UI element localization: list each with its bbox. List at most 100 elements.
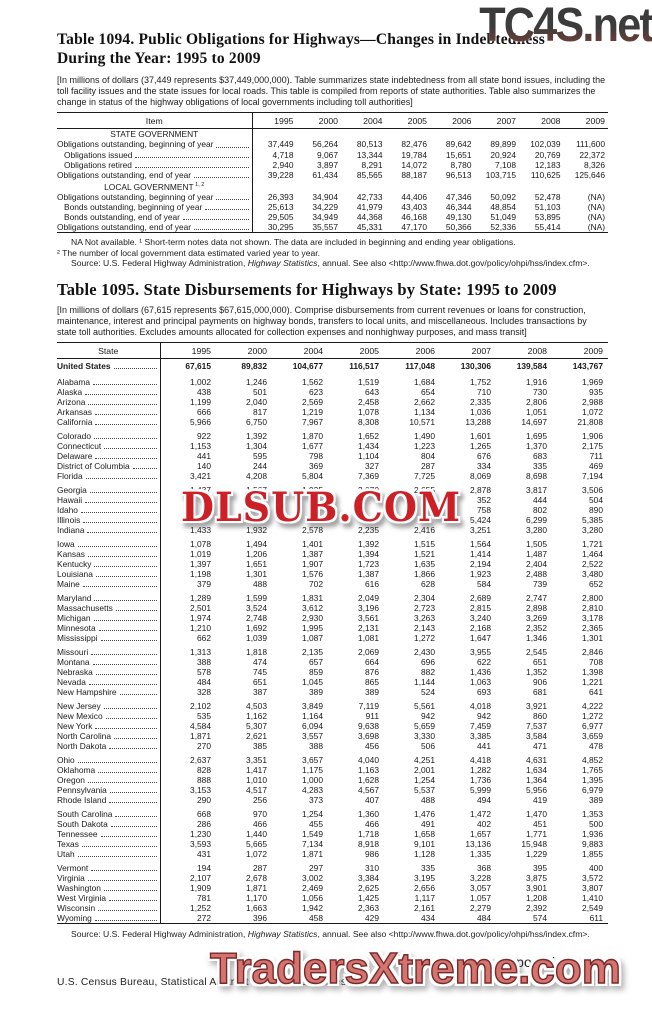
value-cell: 1,871 [246, 882, 267, 893]
value-cell: 2,404 [526, 558, 547, 569]
value-cell: (NA) [587, 222, 605, 233]
value-cell: 21,808 [577, 417, 603, 428]
value-cell: 5,966 [190, 417, 211, 428]
value-cell: 52,478 [534, 191, 561, 202]
value-cell: 491 [421, 818, 435, 829]
row-label-cell: Missouri [57, 643, 161, 657]
value-cell: 2,878 [470, 484, 491, 495]
row-label: Delaware [57, 451, 93, 462]
table-row: Bonds outstanding, end of year 29,505 34,9… [57, 211, 608, 223]
row-label: Minnesota [57, 623, 96, 634]
value-cell: 369 [309, 461, 323, 472]
value-cell: 611 [589, 913, 603, 924]
value-cell: 1,206 [246, 548, 267, 559]
dot-leader [194, 228, 249, 231]
value-cell: 584 [477, 579, 491, 590]
value-cell: 2,898 [526, 602, 547, 613]
table-row: Mississippi 662 1,039 1,087 1,081 1,272 1,647 1… [57, 633, 608, 644]
dot-leader [95, 457, 157, 460]
dot-leader [89, 491, 157, 493]
value-cell: 2,846 [582, 646, 603, 657]
dot-leader [100, 835, 157, 837]
value-cell: 484 [197, 677, 211, 688]
table-1095: State 1995 2000 2004 2005 2006 2007 2008 2009 U… [57, 342, 608, 925]
value-cell [384, 495, 440, 505]
value-cell: 3,384 [358, 872, 379, 883]
value-cell: 2,049 [358, 592, 379, 603]
value-cell: 1,162 [246, 710, 267, 721]
value-cell: 3,195 [414, 872, 435, 883]
value-cell: 379 [197, 579, 211, 590]
value-cell: 2,161 [414, 902, 435, 913]
row-label: Massachusetts [57, 602, 113, 613]
value-cell: 4,517 [246, 784, 267, 795]
dot-leader [94, 919, 157, 922]
value-cell: 652 [589, 579, 603, 590]
value-cell: 2,001 [414, 764, 435, 775]
row-label-cell: Texas [57, 838, 161, 850]
table-row: Obligations issued 4,718 9,067 13,344 19,784… [57, 149, 608, 160]
value-cell: 1,128 [414, 849, 435, 860]
value-cell: 96,513 [445, 169, 472, 180]
value-cell: 334 [477, 461, 491, 472]
value-cell: 1,634 [526, 764, 547, 775]
value-cell: 373 [309, 795, 323, 806]
section-row: STATE GOVERNMENT [57, 128, 608, 140]
row-label-cell: Colorado [57, 427, 161, 441]
value-cell: 43,403 [401, 201, 427, 212]
value-cell: 1,175 [302, 764, 323, 775]
value-cell: 6,094 [302, 720, 323, 731]
row-label-cell: Wyoming [57, 913, 161, 924]
row-label: Louisiana [57, 569, 93, 580]
value-cell: 911 [365, 710, 379, 721]
table-row: Oklahoma 828 1,417 1,175 1,163 2,001 1,282 1,63… [57, 764, 608, 775]
table-row: Colorado 922 1,392 1,870 1,652 1,490 1,601 1,69… [57, 427, 608, 441]
value-cell: 45,331 [356, 222, 383, 233]
row-label-cell: Maine [57, 579, 161, 590]
value-cell: 3,057 [470, 882, 491, 893]
table-row: Indiana 1,433 1,932 2,578 2,235 2,416 3,251 3,2… [57, 525, 608, 536]
value-cell: 2,748 [246, 612, 267, 623]
value-cell: 3,849 [302, 700, 323, 711]
value-cell: 1,087 [302, 633, 323, 644]
table-row: Alaska 438 501 623 643 654 710 730 935 [57, 386, 608, 398]
value-cell: 657 [309, 656, 323, 667]
row-label: New Hampshire [57, 687, 117, 698]
value-cell: 2,143 [414, 623, 435, 634]
value-cell: 696 [421, 656, 435, 667]
table-1094: Item 1995 2000 2004 2005 2006 2007 2008 2009 ST… [57, 112, 608, 234]
value-cell: 3,593 [190, 838, 211, 849]
value-cell: 1,414 [470, 548, 491, 559]
value-cell: 407 [365, 795, 379, 806]
table-row: Wisconsin 1,252 1,663 1,942 2,363 2,161 2,279 2… [57, 902, 608, 914]
dot-leader [82, 585, 157, 588]
value-cell: 2,988 [582, 397, 603, 408]
value-cell: 1,476 [414, 808, 435, 819]
value-cell: 524 [421, 687, 435, 698]
dot-leader [132, 467, 157, 470]
row-label-cell: Obligations outstanding, beginning of ye… [57, 191, 253, 202]
value-cell: 2,458 [358, 397, 379, 408]
value-cell: 2,107 [190, 872, 211, 883]
row-label-cell: Obligations issued [57, 149, 253, 160]
value-cell [216, 505, 272, 515]
row-label: Oregon [57, 774, 85, 785]
dot-leader [194, 176, 249, 178]
table-row: Arkansas 666 817 1,219 1,078 1,134 1,036 1,051 1… [57, 407, 608, 418]
value-cell: 3,330 [414, 730, 435, 741]
value-cell: 139,584 [516, 361, 547, 372]
value-cell: 13,288 [465, 417, 491, 428]
row-label-cell: Wisconsin [57, 902, 161, 914]
value-cell: 1,117 [414, 892, 435, 903]
value-cell: 1,663 [246, 902, 267, 913]
value-cell: 2,810 [582, 602, 603, 613]
value-cell: 44,406 [401, 191, 427, 202]
value-cell: 3,421 [190, 471, 211, 482]
value-cell: 2,815 [470, 602, 491, 613]
value-cell: 7,108 [495, 159, 516, 170]
value-cell: 616 [365, 579, 379, 590]
dot-leader [95, 575, 157, 578]
table-row: Delaware 441 595 798 1,104 804 676 683 711 [57, 451, 608, 462]
value-cell: 15,651 [445, 149, 472, 160]
row-label-cell: Oregon [57, 774, 161, 785]
